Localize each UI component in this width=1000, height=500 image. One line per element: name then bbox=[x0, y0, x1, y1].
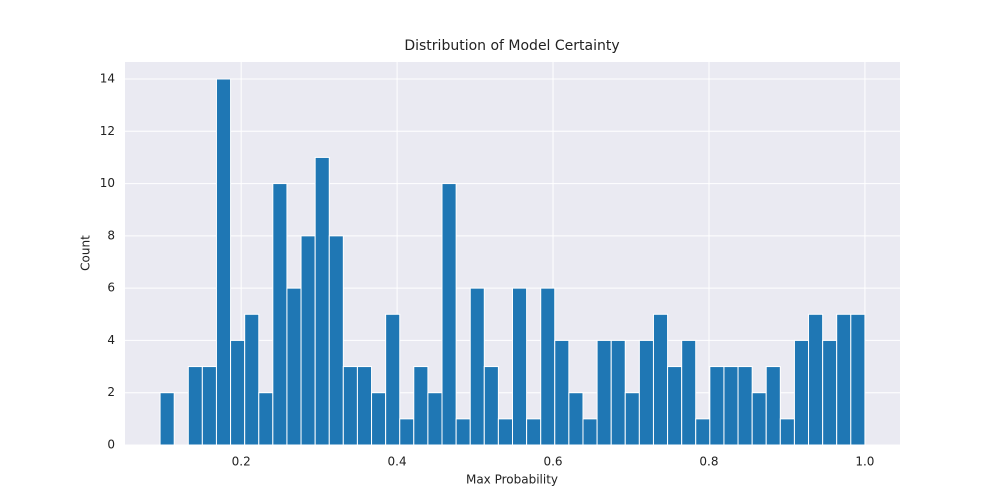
bar bbox=[667, 366, 683, 446]
y-tick-label: 0 bbox=[107, 438, 115, 452]
bar bbox=[159, 392, 175, 446]
y-tick-label: 6 bbox=[107, 281, 115, 295]
bar bbox=[610, 339, 626, 446]
bar bbox=[342, 366, 358, 446]
bar bbox=[681, 339, 697, 446]
bar bbox=[356, 366, 373, 446]
bar bbox=[215, 78, 232, 446]
bar bbox=[272, 183, 288, 446]
bar bbox=[483, 366, 499, 446]
bars bbox=[159, 78, 866, 446]
bar bbox=[540, 287, 556, 446]
x-tick-label: 0.4 bbox=[388, 455, 407, 469]
bar bbox=[723, 366, 739, 446]
bar bbox=[314, 156, 330, 446]
y-tick-label: 8 bbox=[107, 228, 115, 242]
bar bbox=[822, 339, 838, 446]
chart-title: Distribution of Model Certainty bbox=[404, 38, 619, 54]
bar bbox=[201, 366, 217, 446]
y-tick-label: 10 bbox=[100, 176, 115, 190]
bar bbox=[638, 339, 654, 446]
bar bbox=[596, 339, 612, 446]
bar bbox=[497, 418, 513, 446]
bar bbox=[455, 418, 471, 446]
bar bbox=[328, 235, 344, 446]
y-tick-label: 2 bbox=[107, 385, 115, 399]
bar bbox=[765, 366, 781, 446]
bar bbox=[808, 313, 824, 446]
bar bbox=[371, 392, 387, 446]
bar bbox=[737, 366, 753, 446]
bar bbox=[751, 392, 767, 446]
bar bbox=[385, 313, 401, 446]
bar bbox=[554, 339, 570, 446]
bar bbox=[512, 287, 528, 446]
bar bbox=[582, 418, 598, 446]
bar bbox=[441, 183, 457, 446]
bar bbox=[244, 313, 260, 446]
bar bbox=[286, 287, 302, 446]
bar bbox=[568, 392, 584, 446]
y-tick-label: 12 bbox=[100, 124, 115, 138]
bar bbox=[187, 366, 203, 446]
bar bbox=[413, 366, 429, 446]
bar bbox=[526, 418, 542, 446]
x-tick-label: 0.8 bbox=[699, 455, 718, 469]
bar bbox=[850, 313, 866, 446]
bar bbox=[399, 418, 415, 446]
x-axis-label: Max Probability bbox=[466, 473, 558, 487]
bar bbox=[695, 418, 711, 446]
x-tick-label: 0.2 bbox=[232, 455, 251, 469]
bar bbox=[836, 313, 852, 446]
bar bbox=[779, 418, 795, 446]
y-axis-label: Count bbox=[79, 235, 93, 271]
bar bbox=[427, 392, 443, 446]
bar bbox=[709, 366, 725, 446]
bar bbox=[624, 392, 640, 446]
x-tick-label: 0.6 bbox=[543, 455, 562, 469]
bar bbox=[652, 313, 669, 446]
bar bbox=[793, 339, 810, 446]
y-tick-label: 14 bbox=[100, 71, 115, 85]
bar bbox=[469, 287, 485, 446]
bar bbox=[230, 339, 246, 446]
bar bbox=[258, 392, 274, 446]
x-tick-label: 1.0 bbox=[855, 455, 874, 469]
y-tick-label: 4 bbox=[107, 333, 115, 347]
bar bbox=[300, 235, 316, 446]
